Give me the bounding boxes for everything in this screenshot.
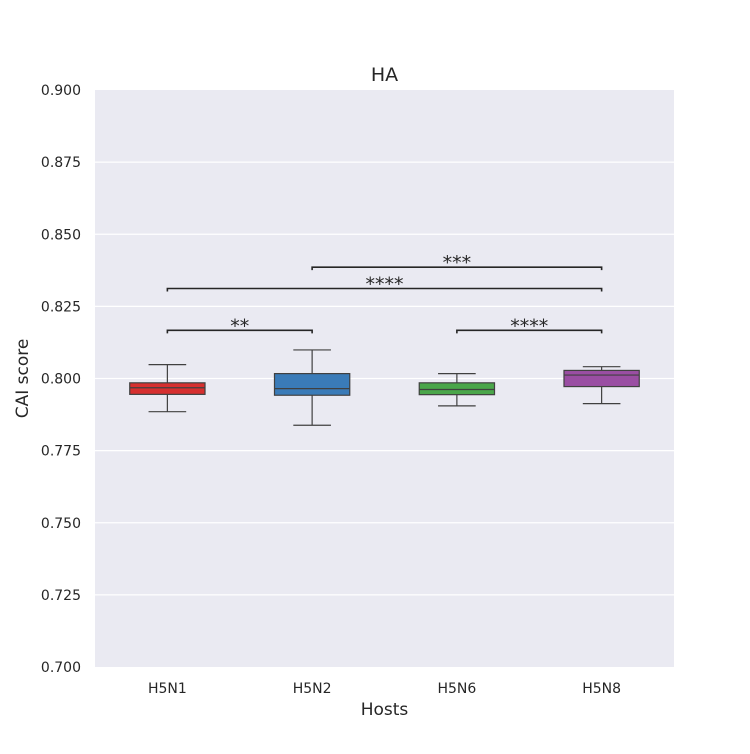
bracket-line: [311, 266, 603, 271]
x-tick-label: H5N1: [148, 681, 187, 697]
y-tick-label: 0.750: [41, 516, 81, 532]
box-iqr: [273, 372, 351, 396]
box-iqr: [129, 382, 206, 395]
y-tick-label: 0.875: [41, 155, 81, 171]
significance-bracket: ***: [311, 252, 603, 274]
box-h5n1: [129, 364, 206, 413]
significance-bracket: ****: [166, 273, 603, 295]
y-tick-label: 0.800: [41, 372, 81, 388]
y-axis-label: CAI score: [13, 339, 33, 419]
box-iqr: [418, 382, 496, 396]
significance-label: ****: [366, 273, 404, 295]
y-tick-label: 0.825: [41, 299, 81, 315]
y-tick-label: 0.850: [41, 227, 81, 243]
box-iqr: [563, 369, 640, 388]
y-tick-label: 0.900: [41, 83, 81, 99]
x-tick-label: H5N8: [582, 681, 621, 697]
significance-label: **: [230, 315, 249, 337]
y-tick-label: 0.700: [41, 660, 81, 676]
box-h5n8: [563, 366, 640, 405]
grid-lines: [95, 161, 674, 596]
y-tick-label: 0.775: [41, 444, 81, 460]
bracket-line: [166, 287, 603, 292]
significance-label: ***: [443, 252, 472, 274]
significance-annotations: ** ***********: [166, 252, 603, 337]
chart-title: HA: [371, 64, 398, 86]
x-tick-labels: H5N1 H5N2 H5N6 H5N8: [148, 681, 621, 697]
box-h5n6: [418, 372, 496, 407]
x-tick-label: H5N6: [437, 681, 476, 697]
significance-bracket: ****: [456, 315, 603, 337]
y-tick-labels: 0.700 0.725 0.750 0.775 0.800 0.825 0.850 0.875…: [41, 83, 81, 676]
x-tick-label: H5N2: [293, 681, 332, 697]
bracket-line: [456, 329, 603, 334]
significance-label: ****: [510, 315, 548, 337]
bracket-line: [166, 329, 313, 334]
y-tick-label: 0.725: [41, 588, 81, 604]
box-h5n2: [273, 349, 351, 426]
boxes: [129, 349, 640, 426]
x-axis-label: Hosts: [361, 700, 409, 720]
significance-bracket: **: [166, 315, 313, 337]
